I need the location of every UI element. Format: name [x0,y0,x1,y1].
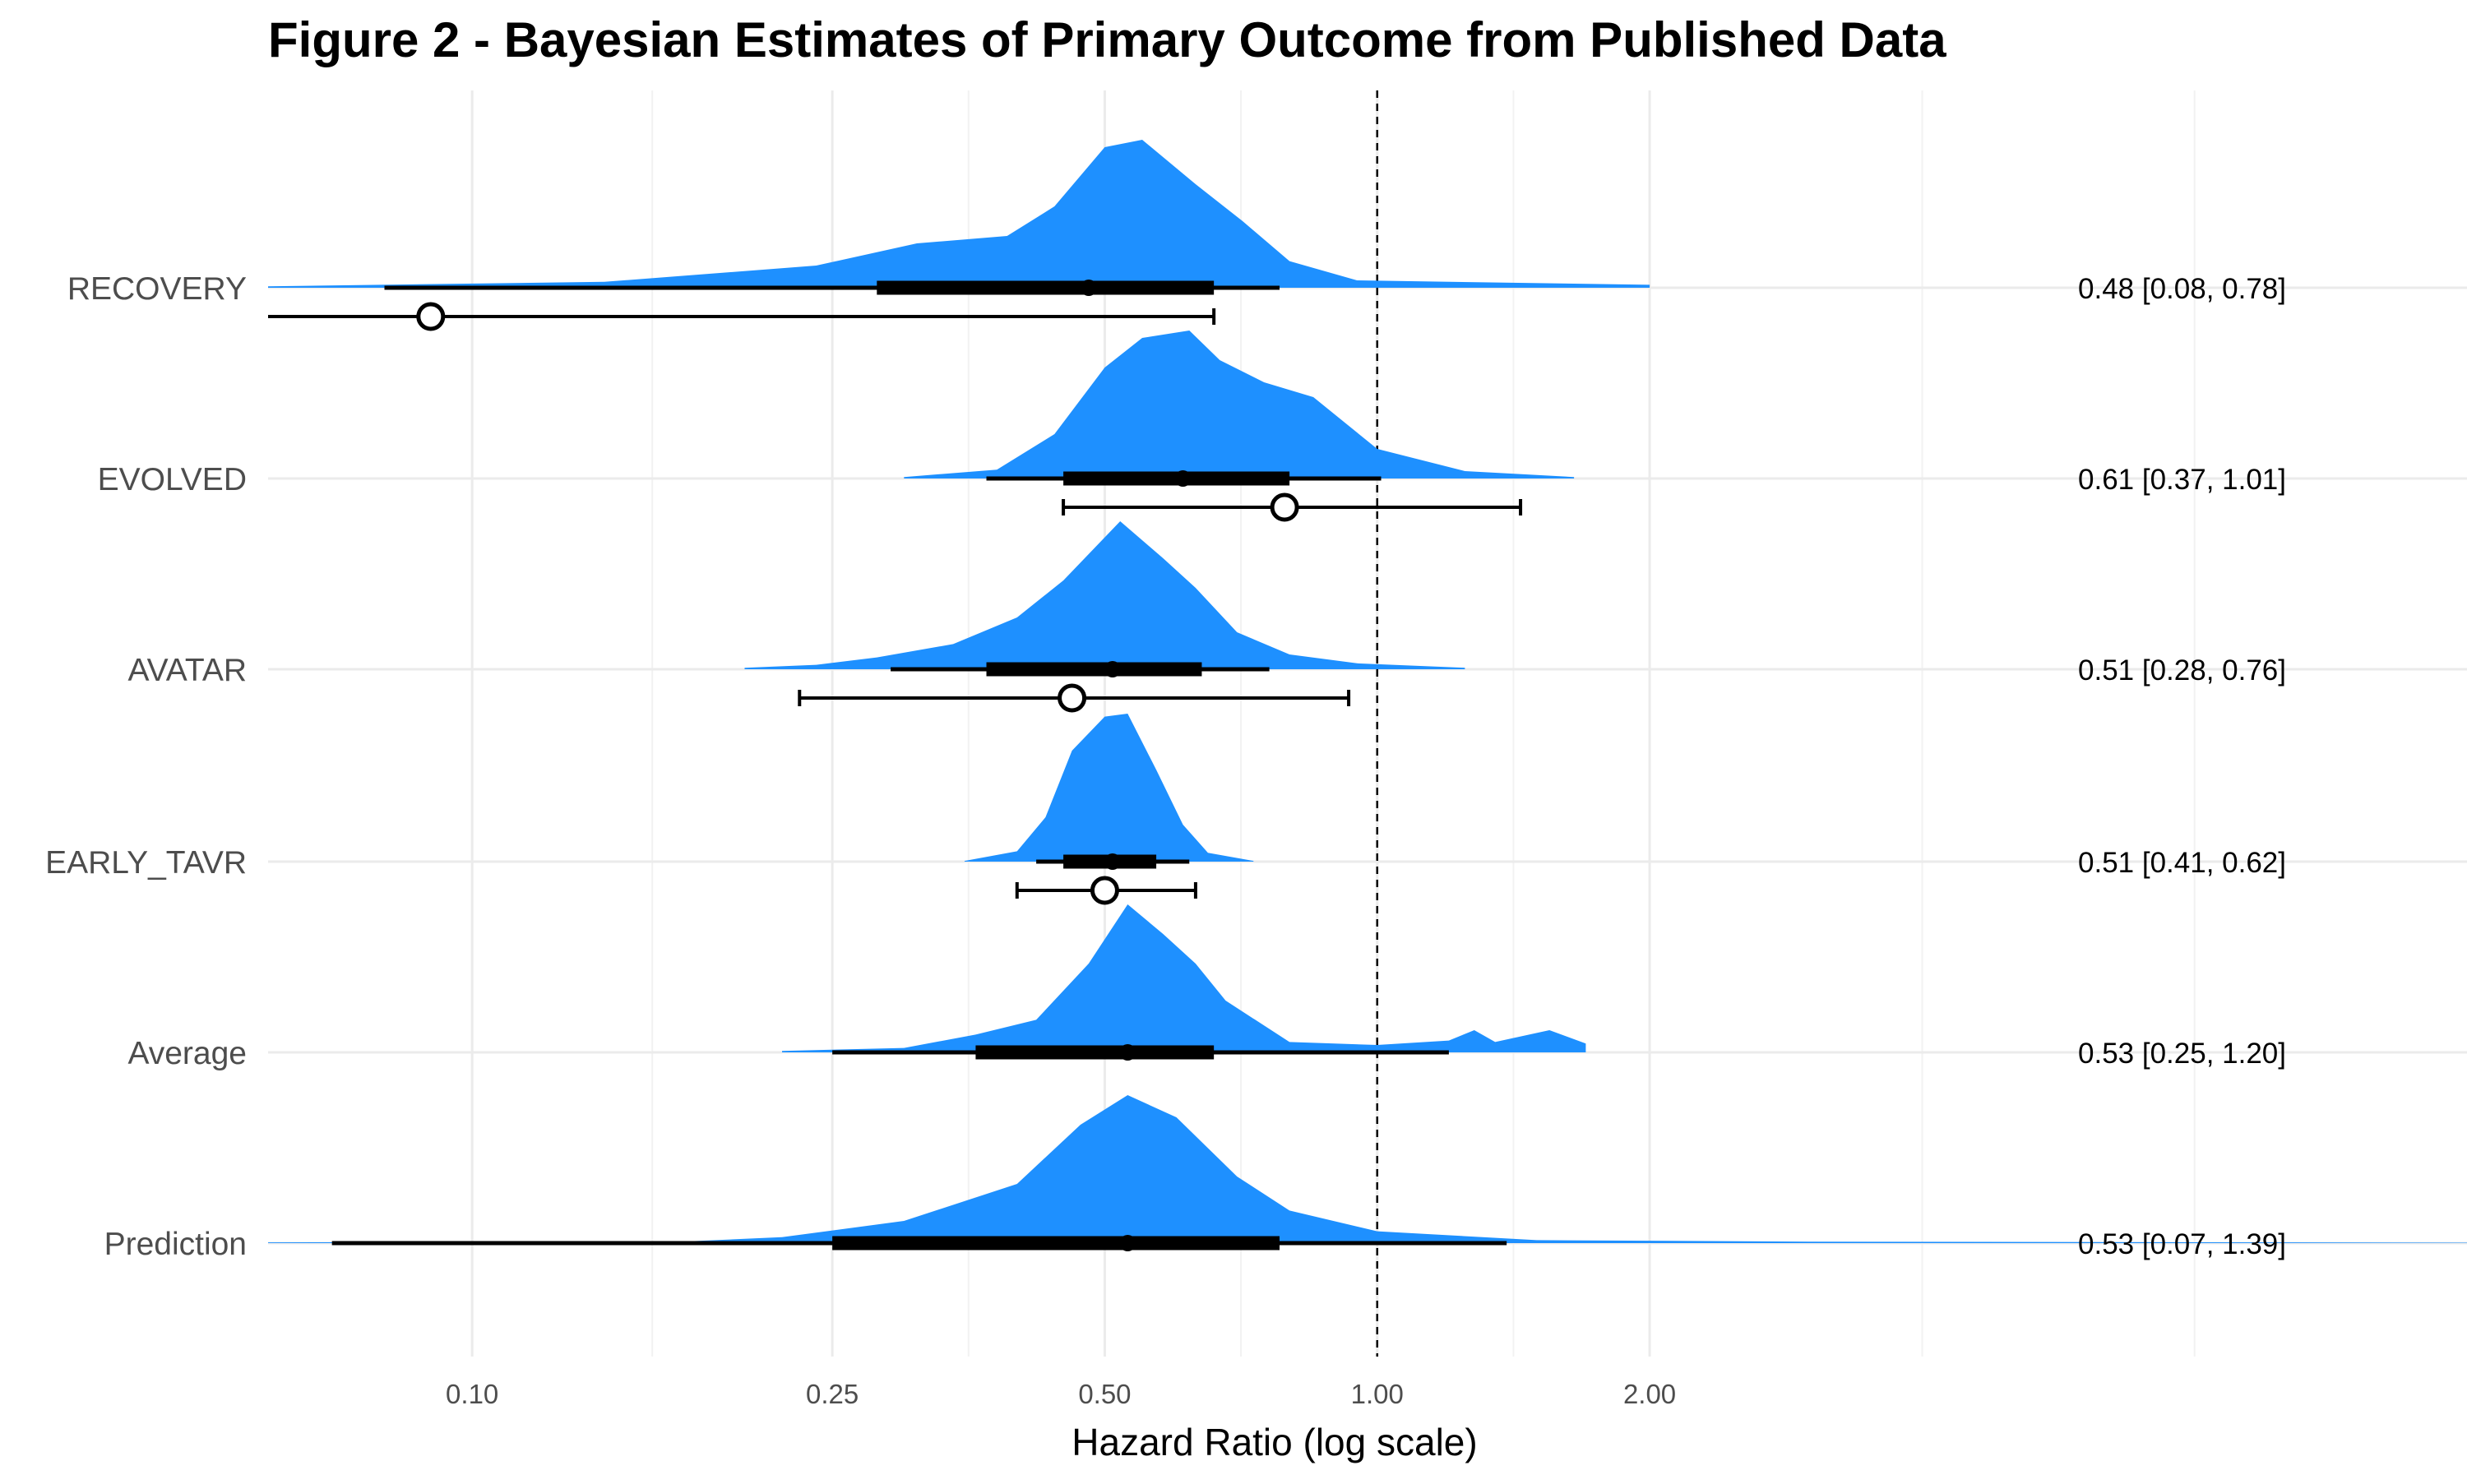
y-label-avatar: AVATAR [128,653,247,688]
median-point-recovery [1080,280,1097,296]
density-early_tavr [964,714,1254,862]
median-point-prediction [1119,1235,1136,1251]
median-point-average [1119,1044,1136,1061]
published-point-early_tavr [1090,876,1119,905]
annotation-evolved: 0.61 [0.37, 1.01] [2078,464,2286,496]
published-point-evolved [1270,492,1299,522]
annotation-avatar: 0.51 [0.28, 0.76] [2078,654,2286,687]
chart-title: Figure 2 - Bayesian Estimates of Primary… [268,12,1946,67]
annotation-prediction: 0.53 [0.07, 1.39] [2078,1228,2286,1260]
interval-annotations: 0.48 [0.08, 0.78] 0.61 [0.37, 1.01] 0.51 [… [2078,273,2286,1260]
y-label-prediction: Prediction [104,1227,247,1262]
median-point-avatar [1104,661,1121,677]
density-prediction [268,1095,2467,1243]
annotation-recovery: 0.48 [0.08, 0.78] [2078,273,2286,305]
x-tick-label: 0.25 [806,1379,859,1409]
published-estimates-layer [268,302,1523,905]
x-axis-label: Hazard Ratio (log scale) [1072,1421,1477,1463]
y-axis-labels: RECOVERY EVOLVED AVATAR EARLY_TAVR Average Pr… [45,271,247,1262]
density-layer [268,140,2467,1243]
median-point-early_tavr [1104,853,1121,870]
median-point-evolved [1174,470,1192,487]
density-average [782,904,1586,1052]
published-point-recovery [416,302,446,331]
y-label-average: Average [127,1036,247,1071]
annotation-average: 0.53 [0.25, 1.20] [2078,1038,2286,1070]
interval-layer [331,280,1507,1251]
annotation-early_tavr: 0.51 [0.41, 0.62] [2078,847,2286,879]
y-label-recovery: RECOVERY [67,271,247,307]
density-recovery [268,140,1650,288]
x-tick-label: 2.00 [1623,1379,1676,1409]
published-point-avatar [1058,683,1087,713]
density-evolved [904,331,1575,478]
y-label-early_tavr: EARLY_TAVR [45,845,247,881]
x-tick-label: 1.00 [1351,1379,1404,1409]
x-axis-ticks: 0.10 0.25 0.50 1.00 2.00 [446,1379,1676,1409]
x-tick-label: 0.10 [446,1379,498,1409]
density-avatar [744,521,1465,669]
x-tick-label: 0.50 [1078,1379,1131,1409]
y-label-evolved: EVOLVED [98,462,247,497]
